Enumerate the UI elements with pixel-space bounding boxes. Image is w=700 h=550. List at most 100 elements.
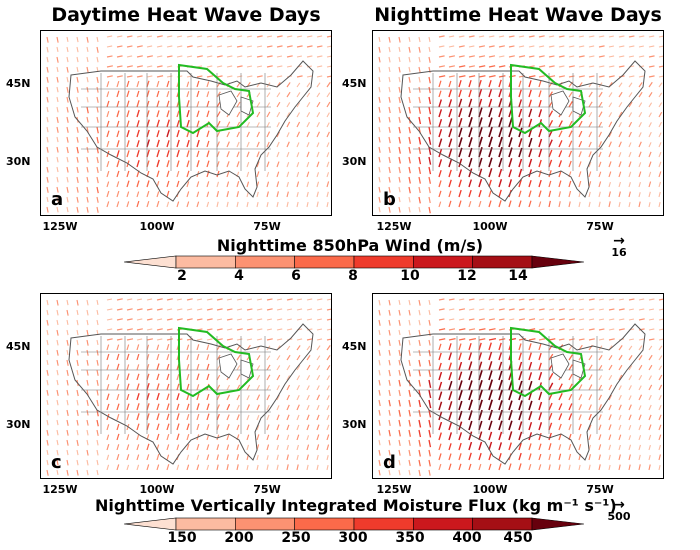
- wind-vector: [558, 180, 562, 188]
- wind-vector: [468, 168, 473, 178]
- wind-vector: [398, 96, 401, 104]
- wind-vector: [106, 364, 110, 371]
- wind-vector: [76, 309, 79, 316]
- wind-vector: [428, 369, 432, 377]
- wind-vector: [508, 179, 513, 188]
- wind-vector: [196, 308, 203, 311]
- wind-vector: [286, 375, 291, 381]
- wind-vector: [56, 359, 59, 366]
- wind-vector: [438, 201, 442, 208]
- wind-vector: [206, 130, 210, 138]
- wind-vector: [638, 318, 645, 321]
- wind-vector: [428, 329, 431, 337]
- lon-label-75w-d: 75W: [586, 483, 614, 496]
- wind-vector: [548, 45, 555, 48]
- wind-vector: [316, 404, 320, 411]
- wind-vector: [256, 161, 260, 168]
- wind-vector: [458, 55, 465, 58]
- wind-vector: [458, 179, 462, 188]
- wind-vector: [236, 181, 240, 188]
- wind-vector: [136, 90, 140, 98]
- wind-vector: [618, 424, 622, 431]
- wind-vector: [458, 75, 466, 78]
- wind-vector: [206, 354, 210, 361]
- wind-vector: [638, 132, 642, 138]
- wind-vector: [488, 190, 492, 198]
- wind-vector: [236, 75, 243, 78]
- wind-vector: [206, 338, 213, 341]
- wind-vector: [488, 389, 493, 401]
- reference-vector-moisture-value: 500: [607, 510, 631, 523]
- wind-vector: [518, 431, 523, 441]
- wind-vector: [428, 449, 431, 457]
- wind-vector: [66, 349, 69, 356]
- wind-vector: [558, 35, 565, 38]
- wind-vector: [448, 128, 453, 138]
- wind-vector: [66, 36, 69, 42]
- wind-vector: [286, 364, 291, 371]
- wind-vector: [488, 361, 493, 371]
- wind-vector: [548, 453, 552, 461]
- wind-vector: [206, 110, 210, 118]
- wind-vector: [236, 35, 243, 38]
- wind-vector: [388, 339, 391, 346]
- wind-vector: [156, 35, 163, 38]
- wind-vector: [276, 355, 281, 361]
- wind-vector: [306, 142, 310, 148]
- wind-vector: [548, 65, 555, 68]
- wind-vector: [418, 36, 421, 43]
- wind-vector: [468, 361, 473, 371]
- wind-vector: [388, 399, 391, 407]
- wind-vector: [618, 141, 622, 148]
- wind-vector: [116, 363, 120, 371]
- wind-vector: [588, 55, 595, 58]
- wind-vector: [156, 328, 163, 331]
- wind-vector: [608, 414, 612, 421]
- wind-vector: [408, 126, 411, 134]
- wind-vector: [568, 45, 575, 48]
- wind-vector: [508, 318, 515, 321]
- wind-vector: [448, 99, 453, 108]
- wind-vector: [568, 424, 572, 431]
- wind-vector: [438, 90, 442, 98]
- wind-vector: [176, 374, 180, 381]
- wind-vector: [398, 329, 401, 336]
- wind-vector: [326, 35, 331, 38]
- wind-vector: [628, 101, 633, 108]
- wind-vector: [478, 298, 485, 301]
- wind-vector: [388, 46, 391, 53]
- wind-vector: [448, 362, 452, 371]
- lon-label-125w-d: 125W: [376, 483, 412, 496]
- wind-vector: [96, 399, 99, 407]
- wind-vector: [246, 328, 253, 331]
- wind-vector: [478, 117, 483, 128]
- wind-vector: [186, 100, 190, 108]
- wind-vector: [96, 469, 99, 476]
- wind-vector: [598, 364, 603, 371]
- wind-vector: [578, 308, 584, 311]
- wind-vector: [388, 56, 391, 63]
- wind-vector: [598, 434, 602, 441]
- wind-vector: [176, 298, 182, 301]
- wind-vector: [488, 431, 493, 441]
- wind-vector: [76, 186, 79, 193]
- wind-vector: [378, 96, 381, 103]
- country-outline: [400, 60, 646, 202]
- wind-vector: [628, 75, 635, 78]
- wind-vector: [146, 75, 153, 78]
- wind-vector: [126, 373, 130, 381]
- wind-vector: [568, 140, 573, 148]
- wind-vector: [648, 404, 652, 411]
- wind-vector: [46, 176, 49, 183]
- wind-vector: [126, 35, 133, 38]
- wind-vector: [508, 463, 512, 471]
- wind-vector: [418, 469, 421, 477]
- wind-vector: [648, 318, 655, 321]
- wind-vector: [286, 434, 290, 441]
- wind-vector: [448, 380, 453, 391]
- wind-vector: [398, 196, 401, 203]
- wind-vector: [408, 86, 411, 94]
- wind-vector: [146, 55, 153, 58]
- wind-vector: [66, 66, 69, 73]
- wind-vector: [66, 86, 69, 93]
